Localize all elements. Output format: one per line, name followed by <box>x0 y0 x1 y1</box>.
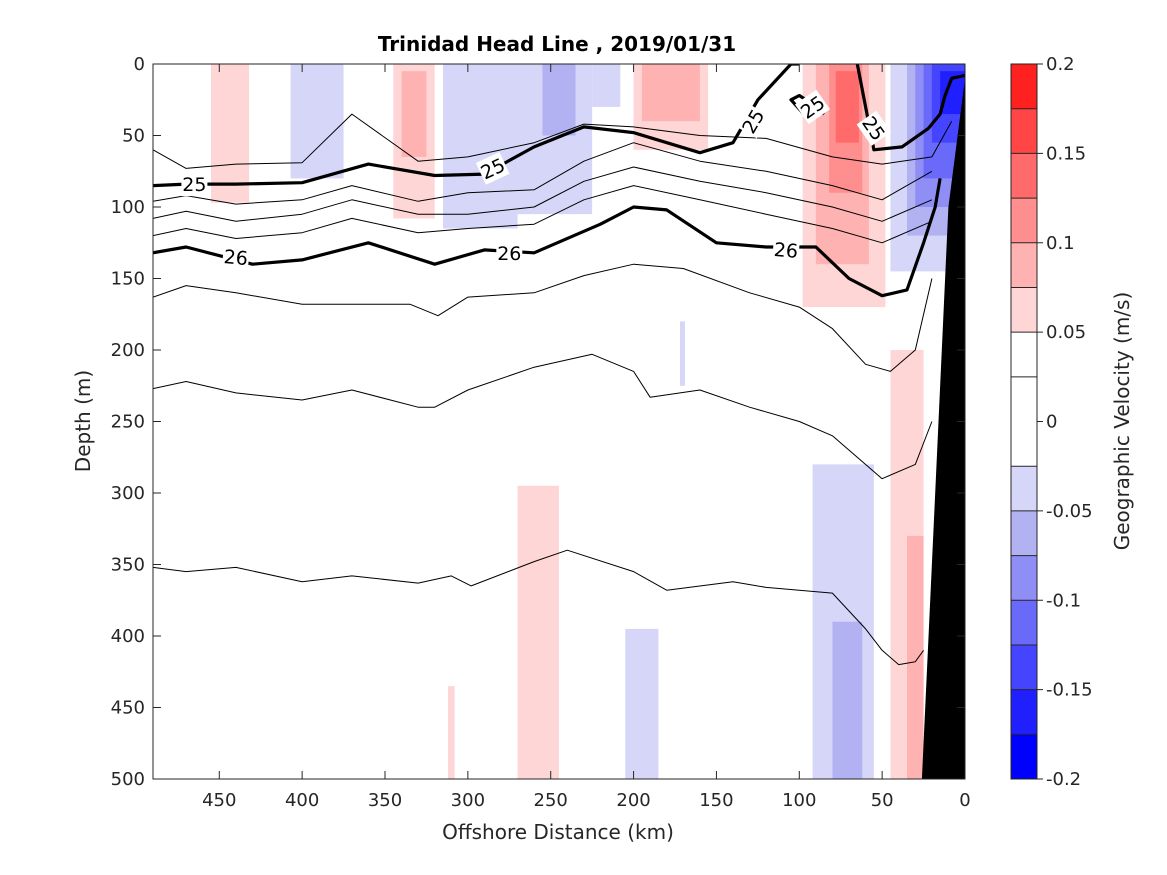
colorbar-swatch-12 <box>1011 153 1037 199</box>
y-tick-label: 150 <box>111 269 145 290</box>
colorbar-swatch-2 <box>1011 644 1037 690</box>
colorbar-swatch-1 <box>1011 689 1037 735</box>
y-tick-label: 250 <box>111 412 145 433</box>
velocity-patch-9 <box>641 64 700 122</box>
isopycnal-contour-layer <box>153 64 965 666</box>
colorbar-tick-label: -0.15 <box>1046 680 1093 701</box>
isopycnal-thin-7 <box>153 185 933 244</box>
isopycnal-thin-9 <box>153 353 933 480</box>
y-tick-label: 200 <box>111 340 145 361</box>
y-tick-label: 350 <box>111 555 145 576</box>
y-axis-title: Depth (m) <box>71 370 95 472</box>
isopycnal-thin-4 <box>153 113 953 169</box>
colorbar-tick-label: -0.2 <box>1046 769 1081 790</box>
colorbar-title: Geographic Velocity (m/s) <box>1110 292 1134 551</box>
x-tick-label: 250 <box>534 790 568 811</box>
x-tick-label: 100 <box>782 790 816 811</box>
isopycnal-thin-6 <box>153 166 933 222</box>
contour-label-0: 25 <box>181 172 208 197</box>
y-tick-label: 500 <box>111 769 145 790</box>
velocity-fill-layer <box>211 64 965 779</box>
colorbar-tick-label: -0.1 <box>1046 590 1081 611</box>
colorbar-swatch-11 <box>1011 198 1037 243</box>
colorbar-swatch-4 <box>1011 555 1037 601</box>
colorbar-swatch-9 <box>1011 287 1037 333</box>
x-tick-label: 200 <box>616 790 650 811</box>
colorbar-tick-label: 0.1 <box>1046 233 1075 254</box>
velocity-patch-0 <box>211 64 250 203</box>
isopycnal-thin-10 <box>153 549 925 666</box>
colorbar-swatch-8 <box>1011 332 1037 377</box>
y-tick-label: 100 <box>111 197 145 218</box>
colorbar-swatch-6 <box>1011 466 1037 511</box>
velocity-patch-13 <box>835 71 859 143</box>
y-axis-ticks: 0 50 100 150 200 250 300 350 400 450 500 <box>111 54 965 790</box>
velocity-patch-23 <box>517 485 559 779</box>
x-axis-title: Offshore Distance (km) <box>442 820 674 844</box>
contour-label-6: 26 <box>496 240 523 265</box>
velocity-patch-22 <box>625 628 659 779</box>
y-tick-label: 0 <box>134 54 145 75</box>
contour-label-7: 26 <box>772 236 800 263</box>
velocity-patch-27 <box>907 535 924 779</box>
contour-label-text: 26 <box>223 246 249 270</box>
isopycnal-thin-8 <box>153 263 933 372</box>
contour-label-text: 25 <box>182 174 206 196</box>
velocity-patch-1 <box>290 64 344 179</box>
colorbar-tick-label: 0 <box>1046 412 1057 433</box>
colorbar-swatch-0 <box>1011 734 1037 779</box>
y-tick-label: 450 <box>111 698 145 719</box>
velocity-patch-3 <box>401 71 427 157</box>
seafloor-bathymetry <box>921 78 965 779</box>
colorbar-swatch-3 <box>1011 600 1037 645</box>
velocity-patch-25 <box>679 321 685 386</box>
y-tick-label: 400 <box>111 626 145 647</box>
isopycnal-26-3 <box>153 178 942 298</box>
y-tick-label: 300 <box>111 483 145 504</box>
velocity-patch-21 <box>832 621 863 779</box>
y-tick-label: 50 <box>122 126 145 147</box>
x-tick-label: 0 <box>959 790 970 811</box>
chart-title: Trinidad Head Line , 2019/01/31 <box>378 32 736 56</box>
contour-label-text: 26 <box>497 243 521 265</box>
x-tick-label: 300 <box>451 790 485 811</box>
colorbar-swatch-5 <box>1011 510 1037 556</box>
x-tick-label: 50 <box>871 790 894 811</box>
velocity-patch-6 <box>542 64 576 136</box>
x-tick-label: 350 <box>368 790 402 811</box>
colorbar-tick-label: 0.15 <box>1046 143 1086 164</box>
colorbar-swatch-13 <box>1011 108 1037 154</box>
velocity-patch-7 <box>592 64 621 107</box>
colorbar-swatch-7 <box>1011 376 1037 467</box>
bathymetry-layer <box>921 78 965 779</box>
x-axis-ticks: 450 400 350 300 250 200 150 100 50 0 <box>202 64 971 811</box>
x-tick-label: 450 <box>202 790 236 811</box>
velocity-patch-24 <box>447 686 455 779</box>
contour-label-text: 26 <box>773 239 799 263</box>
colorbar-tick-label: 0.2 <box>1046 54 1075 75</box>
velocity-patch-4 <box>443 64 518 229</box>
x-tick-label: 400 <box>285 790 319 811</box>
x-tick-label: 150 <box>699 790 733 811</box>
isopycnal-thin-5 <box>153 142 933 205</box>
colorbar: 0.2 0.15 0.1 0.05 0 -0.05 -0.1 -0.15 -0.2 <box>1010 54 1093 790</box>
colorbar-swatch-10 <box>1011 242 1037 288</box>
contour-label-5: 26 <box>221 244 250 271</box>
colorbar-tick-label: -0.05 <box>1046 501 1093 522</box>
colorbar-swatch-14 <box>1011 64 1037 109</box>
colorbar-tick-label: 0.05 <box>1046 322 1086 343</box>
